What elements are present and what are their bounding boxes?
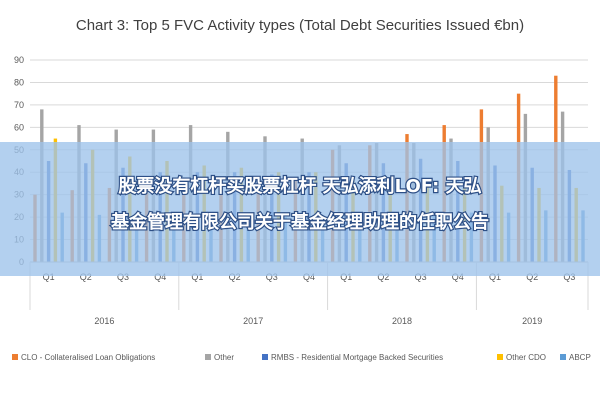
banner-line-1: 股票没有杠杆买股票杠杆 天弘添利LOF: 天弘 — [117, 175, 481, 197]
x-tick-label: Q2 — [526, 272, 538, 282]
year-label: 2016 — [94, 316, 114, 326]
year-label: 2019 — [522, 316, 542, 326]
x-tick-label: Q1 — [191, 272, 203, 282]
banner-line-2: 基金管理有限公司关于基金经理助理的任职公告 — [110, 211, 489, 233]
x-tick-label: Q4 — [303, 272, 315, 282]
x-tick-label: Q2 — [80, 272, 92, 282]
legend-label: RMBS - Residential Mortgage Backed Secur… — [271, 353, 443, 362]
y-tick-label: 60 — [14, 122, 24, 132]
legend-swatch — [262, 354, 268, 360]
x-tick-label: Q2 — [377, 272, 389, 282]
legend-label: Other — [214, 353, 234, 362]
x-tick-label: Q3 — [415, 272, 427, 282]
y-tick-label: 80 — [14, 77, 24, 87]
banner-background — [0, 142, 600, 276]
x-tick-label: Q2 — [229, 272, 241, 282]
chart-title: Chart 3: Top 5 FVC Activity types (Total… — [76, 17, 524, 34]
year-label: 2017 — [243, 316, 263, 326]
legend-label: Other CDO — [506, 353, 546, 362]
y-tick-label: 70 — [14, 100, 24, 110]
x-tick-label: Q1 — [43, 272, 55, 282]
x-tick-label: Q1 — [340, 272, 352, 282]
overlay-banner: 股票没有杠杆买股票杠杆 天弘添利LOF: 天弘 基金管理有限公司关于基金经理助理… — [0, 142, 600, 276]
legend-swatch — [560, 354, 566, 360]
legend-swatch — [12, 354, 18, 360]
y-tick-label: 90 — [14, 55, 24, 65]
year-label: 2018 — [392, 316, 412, 326]
x-tick-label: Q3 — [117, 272, 129, 282]
x-tick-label: Q1 — [489, 272, 501, 282]
legend-label: CLO - Collateralised Loan Obligations — [21, 353, 155, 362]
legend-swatch — [205, 354, 211, 360]
legend: CLO - Collateralised Loan Obligations Oth… — [12, 353, 591, 362]
x-tick-label: Q4 — [154, 272, 166, 282]
legend-label: ABCP — [569, 353, 591, 362]
x-tick-label: Q3 — [266, 272, 278, 282]
x-tick-label: Q4 — [452, 272, 464, 282]
x-tick-label: Q3 — [563, 272, 575, 282]
legend-swatch — [497, 354, 503, 360]
